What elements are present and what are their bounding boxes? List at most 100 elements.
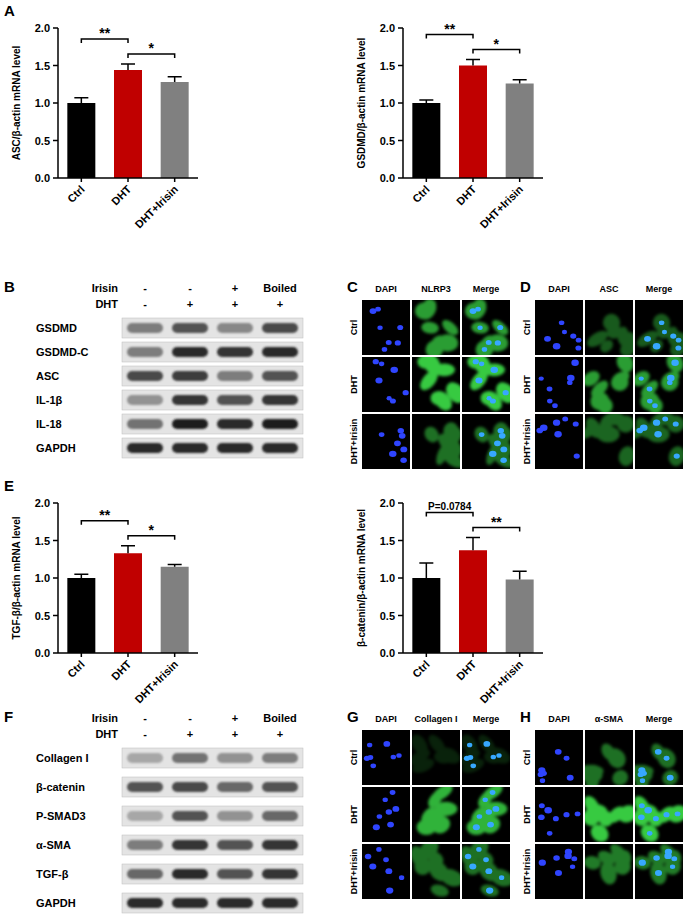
nucleus (499, 875, 504, 880)
y-tick (398, 102, 403, 104)
nucleus (662, 416, 668, 421)
nucleus (670, 864, 675, 868)
significance-text: * (149, 522, 155, 538)
significance-text: * (149, 40, 155, 56)
band (127, 811, 163, 821)
nuclei (379, 428, 407, 463)
nucleus (575, 345, 581, 350)
error-cap (513, 571, 527, 573)
cell (613, 357, 633, 375)
bar (67, 103, 95, 178)
cell (666, 444, 683, 468)
image-content (472, 421, 510, 469)
band (262, 840, 298, 850)
row-label: DHT (349, 375, 359, 394)
y-tick-label: 0.5 (380, 610, 395, 622)
error-cap (121, 63, 135, 65)
nucleus (563, 812, 569, 817)
column-label: DAPI (548, 714, 570, 724)
image-content (539, 360, 579, 409)
image-content (635, 357, 683, 412)
cell (585, 368, 603, 390)
bar-chart: 0.00.51.01.52.0β-catenin/β-actin mRNA le… (356, 497, 543, 706)
nucleus (496, 753, 501, 758)
nucleus (486, 340, 492, 345)
bar-chart: 0.00.51.01.52.0TGF-β/β-actin mRNA levelC… (11, 497, 198, 706)
nuclei (644, 320, 681, 350)
blot-strip (122, 748, 303, 768)
signal-stain (417, 357, 460, 412)
y-tick-label: 1.5 (380, 535, 395, 547)
nuclei (365, 847, 404, 894)
nucleus (639, 376, 644, 380)
panel-label: H (520, 708, 531, 725)
blot-header-label: Irisin (92, 282, 119, 294)
nuclei (465, 847, 504, 894)
x-tick-label: DHT+Irisin (477, 183, 525, 231)
nuclei (538, 803, 580, 836)
bar (506, 84, 534, 179)
nucleus (665, 849, 672, 855)
y-tick-label: 1.5 (380, 60, 395, 72)
image-content (538, 803, 580, 836)
image-content (466, 787, 507, 836)
nucleus (486, 809, 492, 814)
cell (417, 367, 442, 393)
nucleus (647, 386, 653, 391)
row-label: DHT+Irisin (349, 419, 359, 464)
nucleus (640, 425, 648, 431)
nucleus (389, 451, 396, 457)
band (172, 443, 208, 453)
signal-stain (585, 414, 633, 468)
nuclei (544, 320, 581, 350)
lane-label: - (188, 282, 192, 294)
nucleus (386, 887, 393, 893)
nucleus (379, 432, 385, 437)
x-tick (426, 653, 428, 657)
y-tick (398, 502, 403, 504)
row-label: DHT (522, 375, 532, 394)
bar (161, 82, 189, 178)
significance: ** (473, 514, 520, 532)
cell (635, 327, 661, 350)
nucleus (559, 320, 565, 325)
nucleus (570, 333, 576, 338)
blot-header-label: DHT (95, 298, 118, 310)
cell (465, 844, 492, 863)
x-tick (472, 653, 474, 657)
y-tick-label: 0.5 (35, 135, 50, 147)
image-content (635, 844, 683, 886)
signal-stain (635, 414, 683, 468)
nucleus (477, 814, 483, 819)
band (262, 347, 298, 357)
blot-strip (122, 414, 303, 434)
band (217, 323, 253, 333)
error-cap (121, 545, 135, 547)
nucleus (675, 345, 681, 350)
panel-label: D (520, 278, 531, 295)
cell (635, 793, 653, 818)
cell (585, 415, 605, 441)
nucleus (394, 440, 401, 446)
nucleus (386, 340, 392, 345)
band (262, 419, 298, 429)
nucleus (485, 868, 492, 874)
band (172, 419, 208, 429)
error-line (472, 538, 474, 551)
panel-label: G (347, 708, 359, 725)
nucleus (540, 425, 548, 431)
nucleus (662, 330, 667, 334)
signal-stain (416, 787, 457, 836)
signal-stain (466, 787, 507, 836)
nuclei (473, 790, 500, 830)
y-tick-label: 2.0 (35, 497, 50, 509)
lane-label: + (187, 728, 193, 740)
significance: ** (81, 25, 128, 43)
x-tick-label: DHT (109, 658, 134, 683)
nucleus (369, 863, 376, 869)
nuclei (639, 849, 678, 876)
y-tick-label: 0.0 (35, 172, 50, 184)
column-label: Merge (473, 714, 500, 724)
column-label: Collagen I (414, 714, 457, 724)
nucleus (390, 398, 396, 403)
